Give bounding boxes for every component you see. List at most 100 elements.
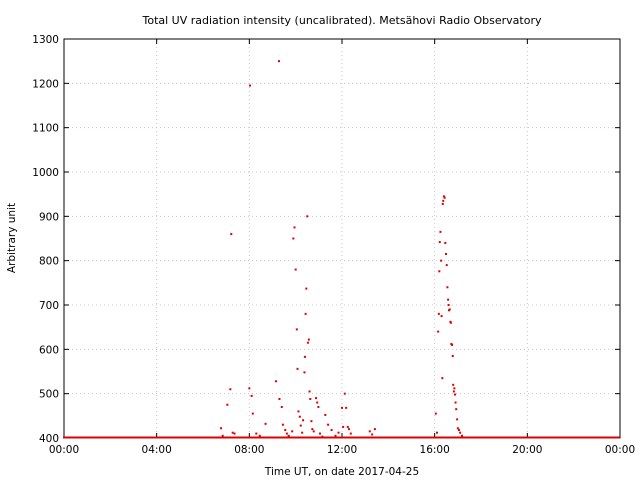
baseline-point — [360, 436, 363, 439]
baseline-point — [502, 436, 505, 439]
baseline-point — [497, 436, 500, 439]
baseline-point — [205, 436, 208, 439]
data-point — [312, 430, 315, 433]
baseline-point — [416, 436, 419, 439]
baseline-point — [591, 436, 594, 439]
baseline-point — [380, 436, 383, 439]
baseline-point — [412, 436, 415, 439]
baseline-point — [140, 436, 143, 439]
baseline-point — [522, 436, 525, 439]
baseline-point — [332, 436, 335, 439]
baseline-point — [277, 436, 280, 439]
baseline-point — [243, 436, 246, 439]
data-point — [274, 380, 277, 383]
baseline-point — [429, 436, 432, 439]
baseline-point — [342, 436, 345, 439]
baseline-point — [107, 436, 110, 439]
data-point — [456, 418, 459, 421]
baseline-point — [505, 436, 508, 439]
data-point — [457, 429, 460, 432]
data-point — [315, 397, 318, 400]
baseline-point — [126, 436, 129, 439]
baseline-point — [558, 436, 561, 439]
baseline-point — [168, 436, 171, 439]
baseline-point — [389, 436, 392, 439]
baseline-point — [565, 436, 568, 439]
baseline-point — [418, 436, 421, 439]
baseline-point — [349, 436, 352, 439]
y-axis-label: Arbitrary unit — [6, 203, 18, 273]
baseline-point — [358, 436, 361, 439]
data-point — [454, 393, 457, 396]
baseline-point — [441, 436, 444, 439]
baseline-point — [198, 436, 201, 439]
baseline-point — [556, 436, 559, 439]
baseline-point — [244, 436, 247, 439]
baseline-point — [315, 436, 318, 439]
data-point — [337, 431, 340, 434]
data-point — [349, 432, 352, 435]
baseline-point — [227, 436, 230, 439]
data-point — [250, 394, 253, 397]
baseline-point — [283, 436, 286, 439]
y-tick-label: 900 — [39, 211, 59, 223]
data-point — [220, 427, 223, 430]
baseline-point — [383, 436, 386, 439]
baseline-point — [262, 436, 265, 439]
baseline-point — [547, 436, 550, 439]
baseline-point — [457, 436, 460, 439]
baseline-point — [615, 436, 618, 439]
data-point — [294, 268, 297, 271]
x-tick-label: 00:00 — [605, 444, 635, 456]
baseline-point — [331, 436, 334, 439]
data-point — [292, 237, 295, 240]
baseline-point — [279, 436, 282, 439]
baseline-point — [295, 436, 298, 439]
baseline-point — [213, 436, 216, 439]
data-point — [296, 367, 299, 370]
baseline-point — [296, 436, 299, 439]
baseline-point — [379, 436, 382, 439]
baseline-point — [546, 436, 549, 439]
baseline-point — [204, 436, 207, 439]
baseline-point — [132, 436, 135, 439]
baseline-point — [302, 436, 305, 439]
baseline-point — [171, 436, 174, 439]
baseline-point — [87, 436, 90, 439]
baseline-point — [188, 436, 191, 439]
baseline-point — [67, 436, 70, 439]
data-point — [303, 355, 306, 358]
baseline-point — [550, 436, 553, 439]
baseline-point — [155, 436, 158, 439]
baseline-point — [467, 436, 470, 439]
baseline-point — [286, 436, 289, 439]
baseline-point — [288, 436, 291, 439]
baseline-point — [347, 436, 350, 439]
baseline-point — [142, 436, 145, 439]
baseline-point — [290, 436, 293, 439]
baseline-point — [511, 436, 514, 439]
baseline-layer — [63, 436, 620, 439]
baseline-point — [403, 436, 406, 439]
baseline-point — [86, 436, 89, 439]
baseline-point — [330, 436, 333, 439]
baseline-point — [510, 436, 513, 439]
baseline-point — [178, 436, 181, 439]
baseline-point — [159, 436, 162, 439]
baseline-point — [586, 436, 589, 439]
data-point — [455, 408, 458, 411]
plot-frame — [63, 38, 621, 439]
baseline-point — [94, 436, 97, 439]
baseline-point — [366, 436, 369, 439]
baseline-point — [373, 436, 376, 439]
baseline-point — [486, 436, 489, 439]
baseline-point — [568, 436, 571, 439]
baseline-point — [225, 436, 228, 439]
baseline-point — [125, 436, 128, 439]
baseline-point — [208, 436, 211, 439]
baseline-point — [561, 436, 564, 439]
baseline-point — [189, 436, 192, 439]
baseline-point — [557, 436, 560, 439]
baseline-point — [250, 436, 253, 439]
baseline-point — [425, 436, 428, 439]
